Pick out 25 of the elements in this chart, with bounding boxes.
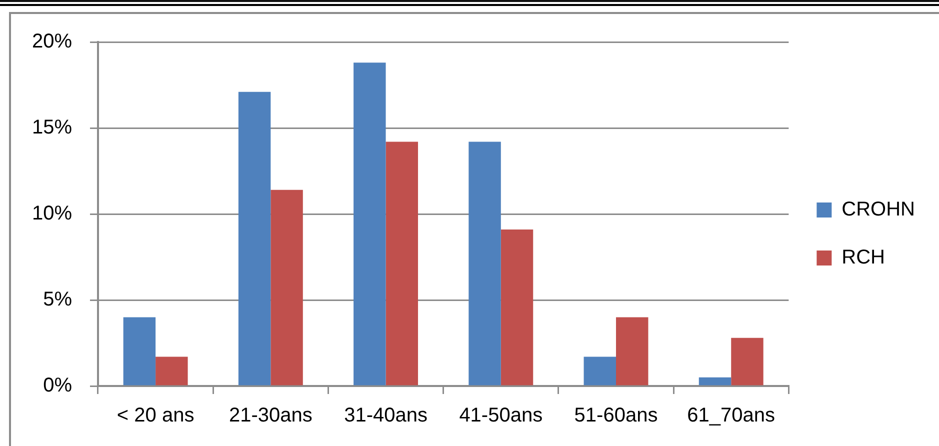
bar [386, 142, 418, 386]
legend-label: CROHN [842, 198, 916, 221]
bar [731, 338, 764, 386]
bar [238, 92, 271, 386]
x-tick-label: 41-50ans [459, 404, 543, 427]
y-tick-label: 10% [32, 202, 72, 225]
x-tick-label: 61_70ans [687, 404, 776, 427]
bar [500, 229, 534, 386]
y-tick-label: 5% [43, 288, 72, 311]
bar [123, 317, 156, 386]
bar [270, 190, 303, 386]
y-tick-label: 15% [32, 116, 72, 139]
bar [156, 356, 188, 386]
x-tick-label: 21-30ans [228, 404, 312, 427]
bar [616, 317, 648, 386]
bar [584, 356, 616, 386]
x-tick-label: 51-60ans [574, 404, 658, 427]
x-tick-label: 31-40ans [344, 404, 428, 427]
bar [468, 142, 501, 386]
x-tick-label: < 20 ans [116, 404, 194, 427]
legend-label: RCH [842, 246, 886, 269]
bar [354, 62, 386, 386]
bar [698, 377, 732, 386]
y-tick-label: 20% [32, 30, 72, 53]
y-tick-label: 0% [43, 374, 72, 397]
